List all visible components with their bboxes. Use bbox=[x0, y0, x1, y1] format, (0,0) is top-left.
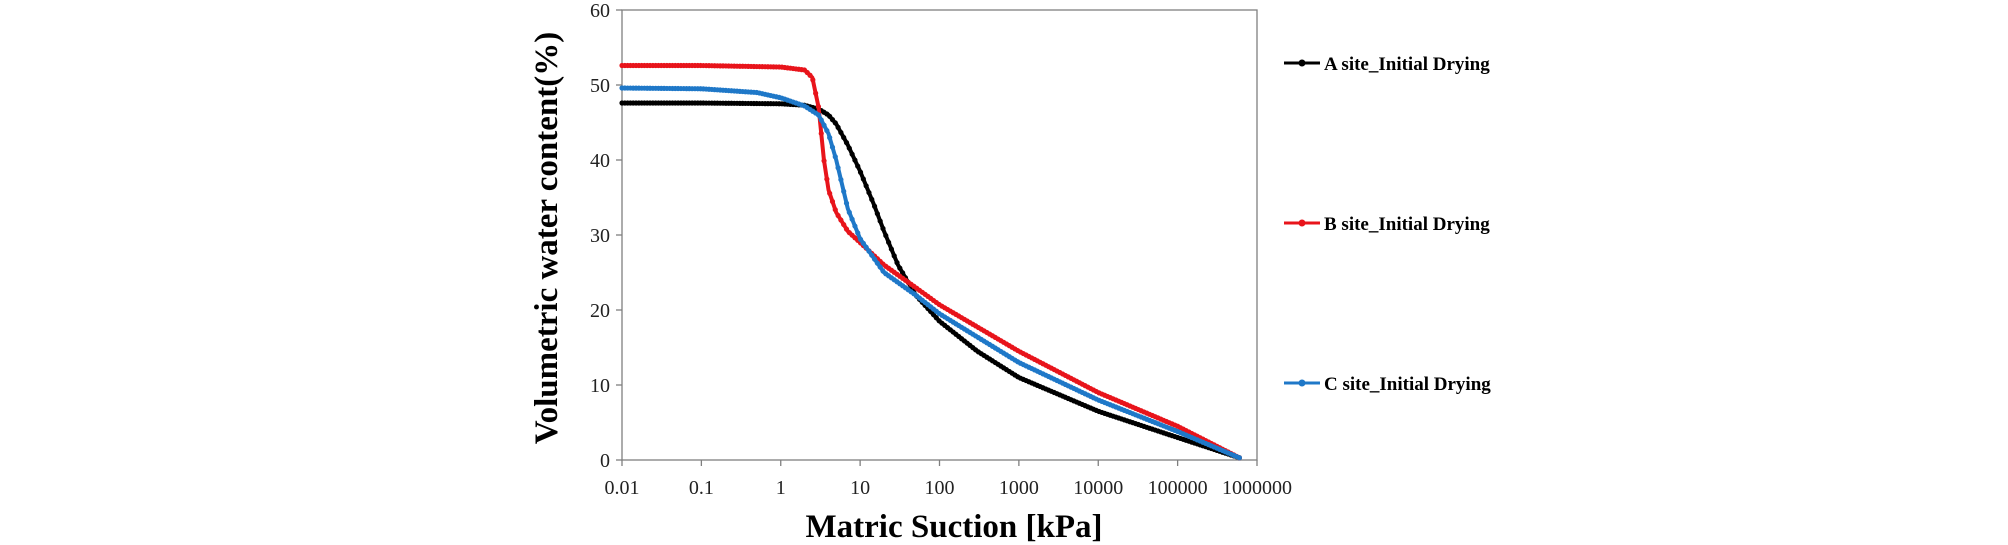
legend-swatch-marker bbox=[1298, 379, 1306, 387]
data-point bbox=[860, 176, 866, 182]
legend-item: B site_Initial Drying bbox=[1284, 214, 1490, 235]
data-point bbox=[877, 264, 883, 270]
x-tick-label: 10 bbox=[850, 477, 870, 499]
y-tick-label: 20 bbox=[590, 300, 610, 322]
data-point bbox=[886, 239, 892, 245]
data-point bbox=[1236, 455, 1242, 461]
data-point bbox=[838, 217, 844, 223]
y-tick-label: 60 bbox=[590, 0, 610, 22]
data-point bbox=[829, 144, 836, 150]
data-point bbox=[852, 157, 858, 163]
data-point bbox=[852, 223, 858, 229]
y-tick-label: 10 bbox=[590, 375, 610, 397]
legend: A site_Initial Drying B site_Initial Dryi… bbox=[1284, 54, 1491, 395]
data-point bbox=[855, 230, 861, 236]
x-tick-label: 0.1 bbox=[689, 477, 714, 499]
data-point bbox=[818, 117, 824, 123]
data-point bbox=[869, 196, 875, 202]
data-point bbox=[829, 198, 836, 205]
data-point bbox=[891, 253, 897, 259]
data-point bbox=[846, 145, 852, 151]
data-point bbox=[857, 169, 864, 175]
series-b-site bbox=[619, 62, 1242, 461]
data-point bbox=[841, 188, 847, 194]
data-point bbox=[807, 72, 813, 78]
data-point bbox=[874, 260, 880, 266]
data-point bbox=[835, 124, 841, 130]
data-point bbox=[843, 140, 850, 146]
y-axis-title: Volumetric water content(%) bbox=[529, 32, 565, 444]
y-tick-label: 50 bbox=[590, 75, 610, 97]
data-point bbox=[824, 176, 830, 182]
legend-item: A site_Initial Drying bbox=[1284, 54, 1490, 75]
data-point bbox=[871, 256, 878, 262]
data-point bbox=[877, 218, 883, 224]
legend-label: C site_Initial Drying bbox=[1324, 374, 1491, 395]
x-tick-label: 1 bbox=[776, 477, 786, 499]
data-point bbox=[827, 135, 833, 141]
x-tick-label: 0.01 bbox=[605, 477, 640, 499]
y-tick-label: 40 bbox=[590, 150, 610, 172]
data-point bbox=[874, 211, 880, 217]
data-point bbox=[843, 226, 850, 232]
x-tick-label: 10000 bbox=[1073, 477, 1123, 499]
data-point bbox=[860, 240, 866, 246]
legend-swatch-marker bbox=[1298, 59, 1306, 67]
x-axis: 0.01 0.1 1 10 100 1000 10000 100000 1000000 bbox=[605, 460, 1292, 499]
data-point bbox=[838, 129, 844, 136]
x-tick-label: 100 bbox=[925, 477, 955, 499]
data-point bbox=[849, 216, 855, 222]
data-point bbox=[821, 122, 827, 128]
data-point bbox=[869, 252, 875, 258]
data-point bbox=[894, 260, 900, 266]
x-tick-label: 1000000 bbox=[1222, 477, 1292, 499]
data-point bbox=[883, 232, 889, 239]
data-point bbox=[849, 151, 855, 157]
data-point bbox=[838, 176, 844, 183]
data-point bbox=[843, 200, 850, 206]
series-c-site bbox=[619, 85, 1242, 461]
data-point bbox=[835, 212, 841, 219]
data-point bbox=[835, 165, 841, 171]
data-point bbox=[832, 154, 838, 160]
data-point bbox=[846, 209, 852, 215]
legend-label: B site_Initial Drying bbox=[1324, 214, 1490, 235]
data-point bbox=[897, 265, 903, 271]
legend-item: C site_Initial Drying bbox=[1284, 374, 1491, 395]
data-point bbox=[855, 163, 861, 169]
data-point bbox=[866, 189, 872, 196]
data-point bbox=[888, 246, 895, 252]
data-point bbox=[866, 248, 872, 254]
data-point bbox=[857, 236, 864, 242]
data-point bbox=[841, 134, 847, 141]
data-point bbox=[810, 77, 816, 83]
x-tick-label: 100000 bbox=[1148, 477, 1208, 499]
x-axis-title: Matric Suction [kPa] bbox=[806, 509, 1103, 545]
data-point bbox=[813, 90, 819, 96]
data-point bbox=[827, 190, 833, 196]
data-point bbox=[815, 104, 822, 110]
legend-swatch-marker bbox=[1298, 219, 1306, 227]
data-point bbox=[815, 112, 822, 118]
data-point bbox=[824, 127, 830, 134]
data-point bbox=[841, 221, 847, 228]
plot-area bbox=[621, 9, 1258, 461]
data-point bbox=[818, 130, 824, 137]
data-point bbox=[871, 203, 878, 209]
data-point bbox=[863, 244, 869, 250]
legend-label: A site_Initial Drying bbox=[1324, 54, 1490, 75]
data-point bbox=[821, 158, 827, 164]
y-tick-label: 30 bbox=[590, 225, 610, 247]
y-tick-label: 0 bbox=[600, 450, 610, 472]
y-axis: 0 10 20 30 40 50 60 bbox=[590, 0, 622, 472]
data-point bbox=[832, 120, 838, 126]
data-point bbox=[832, 207, 838, 213]
data-point bbox=[863, 183, 869, 189]
series-layer bbox=[619, 62, 1242, 461]
x-tick-label: 1000 bbox=[999, 477, 1039, 499]
data-point bbox=[880, 225, 886, 232]
